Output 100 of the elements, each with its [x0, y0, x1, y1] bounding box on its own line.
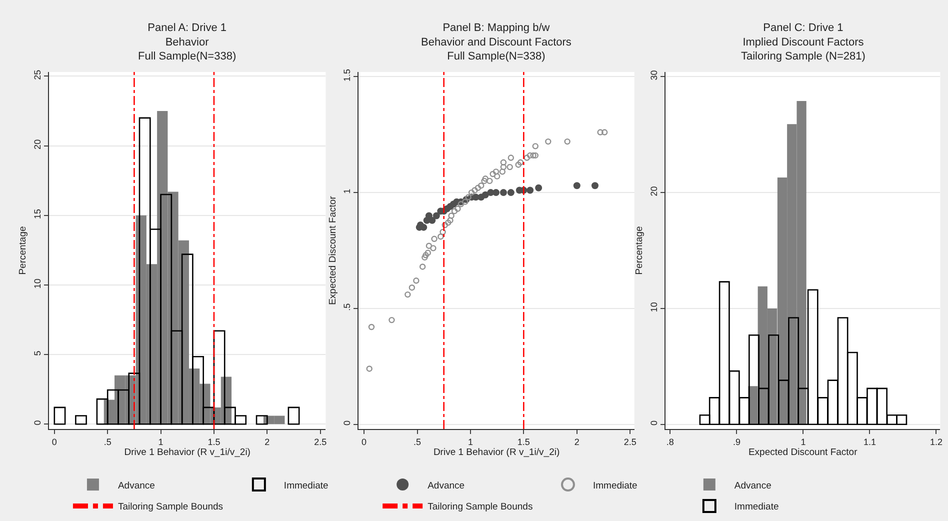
point: [526, 186, 534, 194]
legend-label: Immediate: [592, 480, 638, 492]
legend-label: Tailoring Sample Bounds: [118, 502, 224, 513]
point: [440, 228, 446, 236]
point: [445, 220, 452, 226]
point: [500, 164, 507, 170]
point: [517, 159, 524, 166]
point: [486, 178, 493, 184]
point: [468, 189, 475, 196]
x-tick-label: 1: [800, 436, 806, 447]
point: [447, 217, 454, 224]
x-tick-label: 1.5: [517, 436, 530, 447]
y-tick-label: 25: [32, 70, 42, 80]
point: [442, 222, 448, 228]
point: [454, 206, 461, 212]
point: [428, 216, 436, 224]
x-tick-label: 1.1: [863, 436, 876, 447]
y-tick-label: 10: [648, 302, 659, 312]
y-tick-label: 0: [342, 420, 352, 426]
legend-label: Immediate: [734, 502, 779, 513]
point: [492, 189, 500, 196]
chart-title: Panel B: Mapping b/w Behavior and Discount Factors Full Sample(N=338): [421, 22, 572, 63]
point: [591, 182, 598, 190]
x-tick-label: .9: [732, 436, 740, 447]
point: [448, 212, 454, 219]
point: [478, 182, 484, 189]
legend-label: Tailoring Sample Bounds: [428, 502, 533, 513]
point: [465, 194, 472, 200]
legend-label: Advance: [428, 480, 465, 492]
point: [500, 189, 507, 196]
y-axis-title: Percentage: [18, 226, 29, 275]
y-tick-label: 30: [648, 70, 659, 80]
y-tick-label: 20: [32, 139, 42, 150]
x-tick-label: 2: [574, 436, 580, 447]
bar: [54, 406, 66, 425]
point: [458, 201, 464, 208]
x-axis-title: Drive 1 Behavior (R v_1i/v_2i): [433, 446, 560, 458]
x-axis-title: Drive 1 Behavior (R v_1i/v_2i): [124, 446, 250, 458]
point: [430, 245, 436, 252]
bar: [75, 415, 87, 425]
x-tick-label: .8: [666, 436, 674, 447]
y-tick-label: .5: [342, 303, 352, 311]
point: [499, 168, 506, 175]
y-tick-label: 1: [342, 188, 352, 194]
y-axis-title: Expected Discount Factor: [327, 196, 338, 305]
x-tick-label: 1.2: [930, 436, 942, 447]
point: [408, 284, 416, 291]
point: [532, 143, 538, 150]
point: [422, 252, 429, 258]
point: [482, 176, 488, 182]
x-tick-label: 2: [264, 436, 270, 447]
point: [490, 170, 496, 178]
point: [530, 152, 536, 159]
point: [438, 233, 444, 240]
y-tick-label: 10: [32, 278, 42, 289]
point: [462, 198, 468, 205]
point: [508, 154, 514, 161]
point: [451, 208, 458, 214]
point: [526, 152, 534, 159]
legend-label: Advance: [118, 480, 155, 492]
point: [426, 242, 432, 249]
chart-title: Panel C: Drive 1 Implied Discount Factors Tailoring Sample (N=281): [741, 22, 866, 63]
y-axis-title: Percentage: [634, 226, 646, 275]
point: [424, 250, 431, 256]
point: [494, 173, 500, 180]
point: [545, 138, 552, 145]
point: [524, 154, 530, 161]
point: [500, 159, 507, 166]
point: [532, 152, 538, 159]
point: [472, 187, 478, 194]
point: [404, 291, 411, 298]
point: [492, 168, 500, 175]
x-tick-label: 2.5: [624, 436, 636, 447]
chart-title: Panel A: Drive 1 Behavior Full Sample(N=338): [138, 22, 236, 63]
point: [515, 162, 522, 168]
x-tick-label: 1.5: [208, 436, 220, 447]
x-tick-label: 1: [468, 436, 473, 447]
x-tick-label: 2.5: [314, 436, 327, 447]
point: [481, 178, 488, 184]
point: [388, 316, 395, 324]
y-tick-label: 0: [32, 420, 42, 426]
bar: [288, 406, 300, 425]
point: [573, 182, 580, 190]
point: [535, 184, 542, 192]
point: [431, 236, 438, 242]
y-tick-label: 5: [32, 350, 42, 356]
point: [422, 254, 428, 261]
y-tick-label: 20: [648, 186, 659, 196]
x-tick-label: 0: [362, 436, 367, 447]
point: [432, 212, 440, 220]
point: [507, 189, 514, 196]
point: [601, 129, 608, 136]
x-axis-title: Expected Discount Factor: [748, 446, 858, 458]
bar: [256, 415, 268, 425]
point: [419, 264, 426, 270]
point: [597, 129, 604, 136]
point: [474, 184, 482, 192]
point: [413, 278, 420, 284]
y-tick-label: 15: [32, 209, 42, 220]
point: [564, 138, 570, 145]
